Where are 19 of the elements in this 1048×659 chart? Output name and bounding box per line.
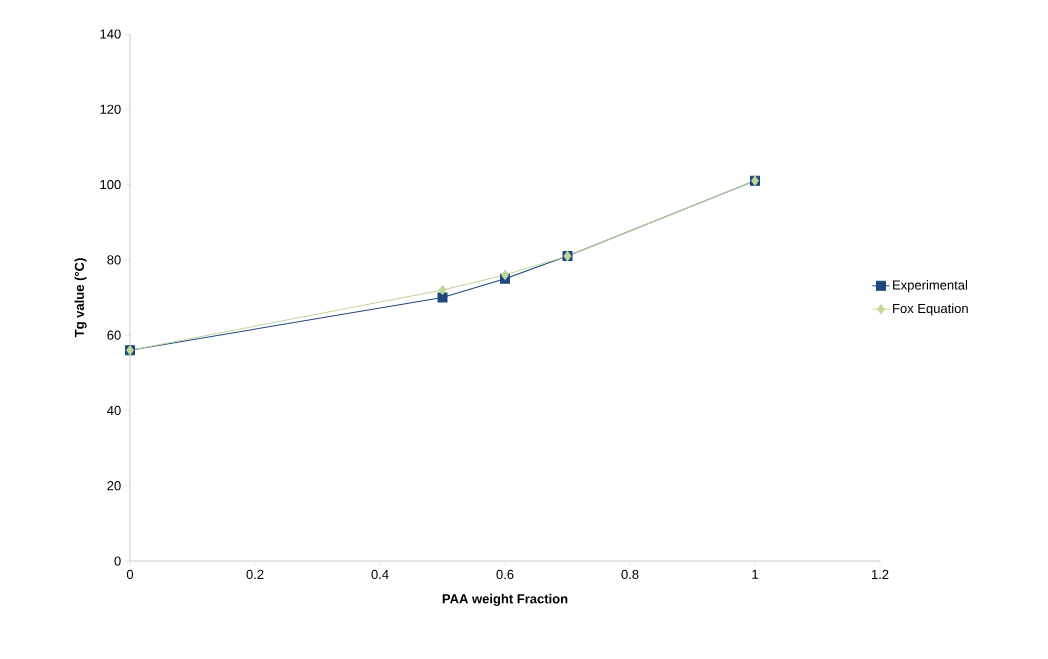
y-tick-label: 140 bbox=[100, 29, 121, 39]
x-tick-label: 1 bbox=[752, 569, 758, 579]
x-tick-label: 0.2 bbox=[246, 569, 264, 579]
y-axis-title: Tg value (°C) bbox=[74, 258, 87, 338]
y-tick-label: 20 bbox=[107, 481, 121, 491]
y-tick-label: 40 bbox=[107, 405, 121, 416]
y-tick-label: 60 bbox=[107, 330, 121, 340]
x-tick-label: 0.6 bbox=[496, 569, 514, 579]
legend-label: Fox Equation bbox=[893, 303, 968, 316]
legend-label: Experimental bbox=[893, 280, 968, 293]
y-tick-label: 120 bbox=[100, 104, 121, 114]
y-tick-label: 80 bbox=[107, 255, 121, 265]
y-tick-label: 0 bbox=[114, 556, 121, 566]
y-tick-label: 100 bbox=[100, 179, 121, 190]
x-tick-label: 1.2 bbox=[871, 569, 889, 579]
x-tick-label: 0 bbox=[126, 569, 134, 579]
x-axis-title: PAA weight Fraction bbox=[442, 593, 568, 607]
x-tick-label: 0.8 bbox=[621, 569, 639, 579]
x-tick-label: 0.4 bbox=[371, 569, 389, 579]
